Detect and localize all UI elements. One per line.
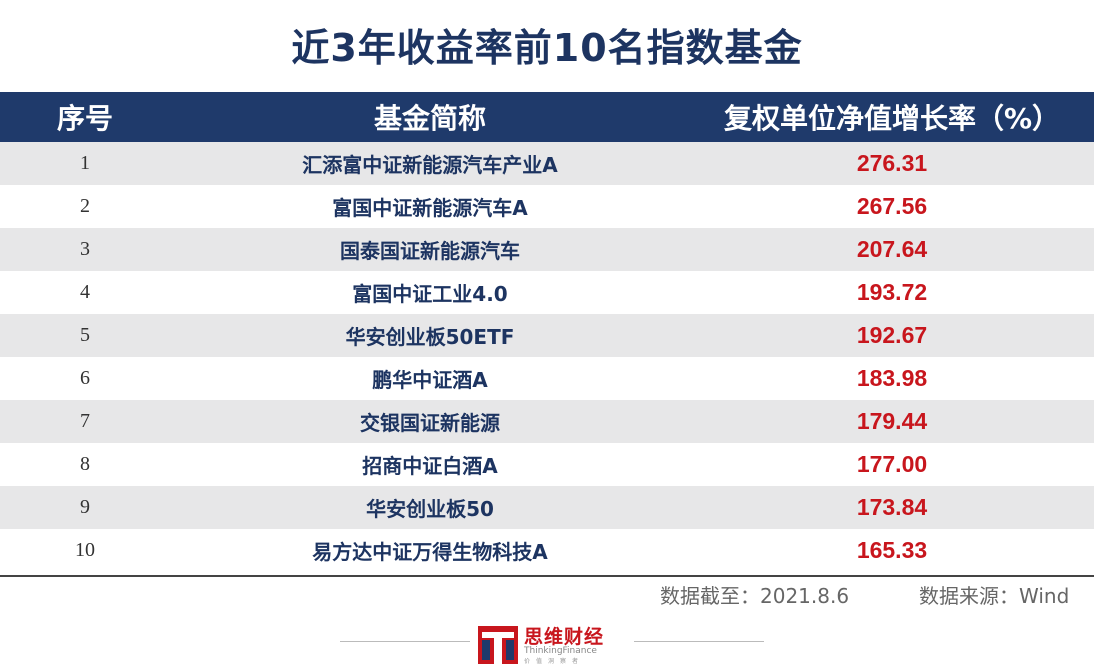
fund-name: 汇添富中证新能源汽车产业A [170,142,690,185]
fund-name: 富国中证工业4.0 [170,271,690,314]
table-row: 8 招商中证白酒A 177.00 [0,443,1094,486]
row-index: 7 [0,400,170,443]
row-index: 6 [0,357,170,400]
fund-name: 华安创业板50 [170,486,690,529]
row-index: 10 [0,529,170,572]
logo-english: ThinkingFinance [524,646,597,656]
table-row: 3 国泰国证新能源汽车 207.64 [0,228,1094,271]
row-index: 3 [0,228,170,271]
growth-value: 276.31 [690,142,1094,185]
table-row: 5 华安创业板50ETF 192.67 [0,314,1094,357]
row-index: 5 [0,314,170,357]
row-index: 4 [0,271,170,314]
fund-name: 招商中证白酒A [170,443,690,486]
table-row: 6 鹏华中证酒A 183.98 [0,357,1094,400]
fund-name: 华安创业板50ETF [170,314,690,357]
fund-table: 序号 基金简称 复权单位净值增长率（%） 1 汇添富中证新能源汽车产业A 276… [0,92,1094,572]
row-index: 8 [0,443,170,486]
data-source-note: 数据来源：Wind [919,584,1070,608]
fund-name: 国泰国证新能源汽车 [170,228,690,271]
table-row: 10 易方达中证万得生物科技A 165.33 [0,529,1094,572]
fund-name: 交银国证新能源 [170,400,690,443]
logo-divider-left [340,641,470,642]
header-index: 序号 [0,92,170,142]
table-row: 4 富国中证工业4.0 193.72 [0,271,1094,314]
growth-value: 267.56 [690,185,1094,228]
brand-logo: 思维财经 ThinkingFinance 价值洞察者 [478,622,638,665]
growth-value: 179.44 [690,400,1094,443]
page-title: 近3年收益率前10名指数基金 [291,26,803,70]
growth-value: 207.64 [690,228,1094,271]
fund-name: 鹏华中证酒A [170,357,690,400]
data-date-note: 数据截至：2021.8.6 [660,584,850,608]
fund-name: 富国中证新能源汽车A [170,185,690,228]
table-row: 1 汇添富中证新能源汽车产业A 276.31 [0,142,1094,185]
growth-value: 192.67 [690,314,1094,357]
logo-divider-right [634,641,764,642]
logo-tagline: 价值洞察者 [524,658,585,665]
table-row: 2 富国中证新能源汽车A 267.56 [0,185,1094,228]
row-index: 9 [0,486,170,529]
growth-value: 173.84 [690,486,1094,529]
table-row: 9 华安创业板50 173.84 [0,486,1094,529]
growth-value: 193.72 [690,271,1094,314]
table-bottom-rule [0,575,1094,577]
header-growth-rate: 复权单位净值增长率（%） [690,92,1094,142]
row-index: 2 [0,185,170,228]
growth-value: 183.98 [690,357,1094,400]
fund-name: 易方达中证万得生物科技A [170,529,690,572]
growth-value: 177.00 [690,443,1094,486]
header-fund-name: 基金简称 [170,92,690,142]
table-row: 7 交银国证新能源 179.44 [0,400,1094,443]
logo-name: 思维财经 [524,626,605,648]
table-header-row: 序号 基金简称 复权单位净值增长率（%） [0,92,1094,142]
row-index: 1 [0,142,170,185]
thinking-finance-logo-icon [478,626,518,664]
growth-value: 165.33 [690,529,1094,572]
